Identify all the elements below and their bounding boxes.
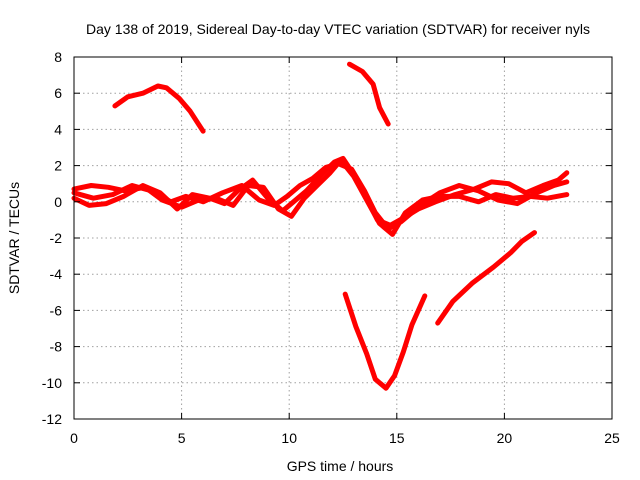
x-tick-label: 10 xyxy=(281,430,297,446)
y-tick-label: -4 xyxy=(50,266,63,282)
y-tick-label: 6 xyxy=(54,85,62,101)
y-tick-label: 4 xyxy=(54,121,62,137)
y-tick-label: -10 xyxy=(42,375,62,391)
chart-title: Day 138 of 2019, Sidereal Day-to-day VTE… xyxy=(86,21,590,37)
series-arc-e xyxy=(71,161,570,232)
x-tick-label: 0 xyxy=(70,430,78,446)
x-tick-label: 15 xyxy=(389,430,405,446)
series-arc-g xyxy=(435,230,537,326)
series-arc-a xyxy=(112,83,206,134)
plot-frame xyxy=(73,56,613,420)
x-axis-title: GPS time / hours xyxy=(287,458,394,474)
grid-lines xyxy=(74,57,612,419)
y-tick-label: 2 xyxy=(54,158,62,174)
y-tick-label: -8 xyxy=(50,339,63,355)
x-tick-label: 5 xyxy=(178,430,186,446)
series-arc-b xyxy=(347,61,391,127)
x-tick-label: 20 xyxy=(497,430,513,446)
y-tick-label: -2 xyxy=(50,230,63,246)
y-tick-label: 8 xyxy=(54,49,62,65)
data-series xyxy=(71,61,570,391)
x-tick-label: 25 xyxy=(604,430,620,446)
y-axis-title: SDTVAR / TECUs xyxy=(6,182,22,294)
x-tick-labels: 0 5 10 15 20 25 xyxy=(70,430,620,446)
axis-ticks xyxy=(73,56,613,420)
y-tick-label: 0 xyxy=(54,194,62,210)
y-tick-labels: -12 -10 -8 -6 -4 -2 0 2 4 6 8 xyxy=(42,49,62,427)
series-arc-f xyxy=(342,291,428,391)
y-tick-label: -6 xyxy=(50,302,63,318)
y-tick-label: -12 xyxy=(42,411,62,427)
